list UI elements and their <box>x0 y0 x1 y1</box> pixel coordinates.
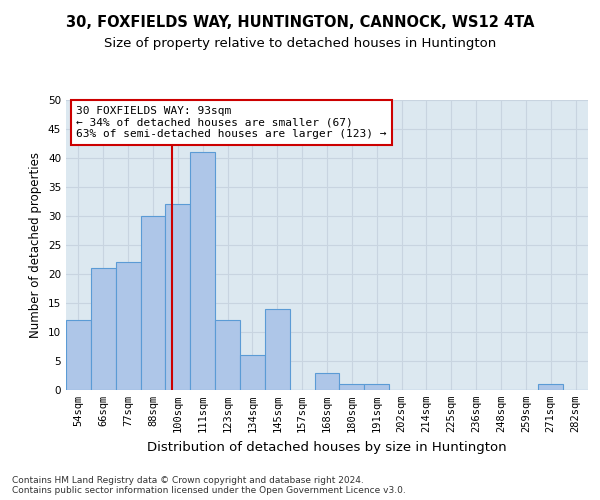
Bar <box>116 262 140 390</box>
Bar <box>364 384 389 390</box>
Bar <box>314 372 340 390</box>
Bar <box>140 216 166 390</box>
Text: Contains HM Land Registry data © Crown copyright and database right 2024.
Contai: Contains HM Land Registry data © Crown c… <box>12 476 406 495</box>
Bar <box>190 152 215 390</box>
Bar <box>91 268 116 390</box>
Bar <box>66 320 91 390</box>
Bar <box>265 309 290 390</box>
Text: 30 FOXFIELDS WAY: 93sqm
← 34% of detached houses are smaller (67)
63% of semi-de: 30 FOXFIELDS WAY: 93sqm ← 34% of detache… <box>76 106 387 139</box>
Bar <box>340 384 364 390</box>
Text: Size of property relative to detached houses in Huntington: Size of property relative to detached ho… <box>104 38 496 51</box>
Bar <box>240 355 265 390</box>
Text: 30, FOXFIELDS WAY, HUNTINGTON, CANNOCK, WS12 4TA: 30, FOXFIELDS WAY, HUNTINGTON, CANNOCK, … <box>66 15 534 30</box>
Bar <box>215 320 240 390</box>
Y-axis label: Number of detached properties: Number of detached properties <box>29 152 43 338</box>
Bar <box>538 384 563 390</box>
Text: Distribution of detached houses by size in Huntington: Distribution of detached houses by size … <box>147 441 507 454</box>
Bar <box>166 204 190 390</box>
